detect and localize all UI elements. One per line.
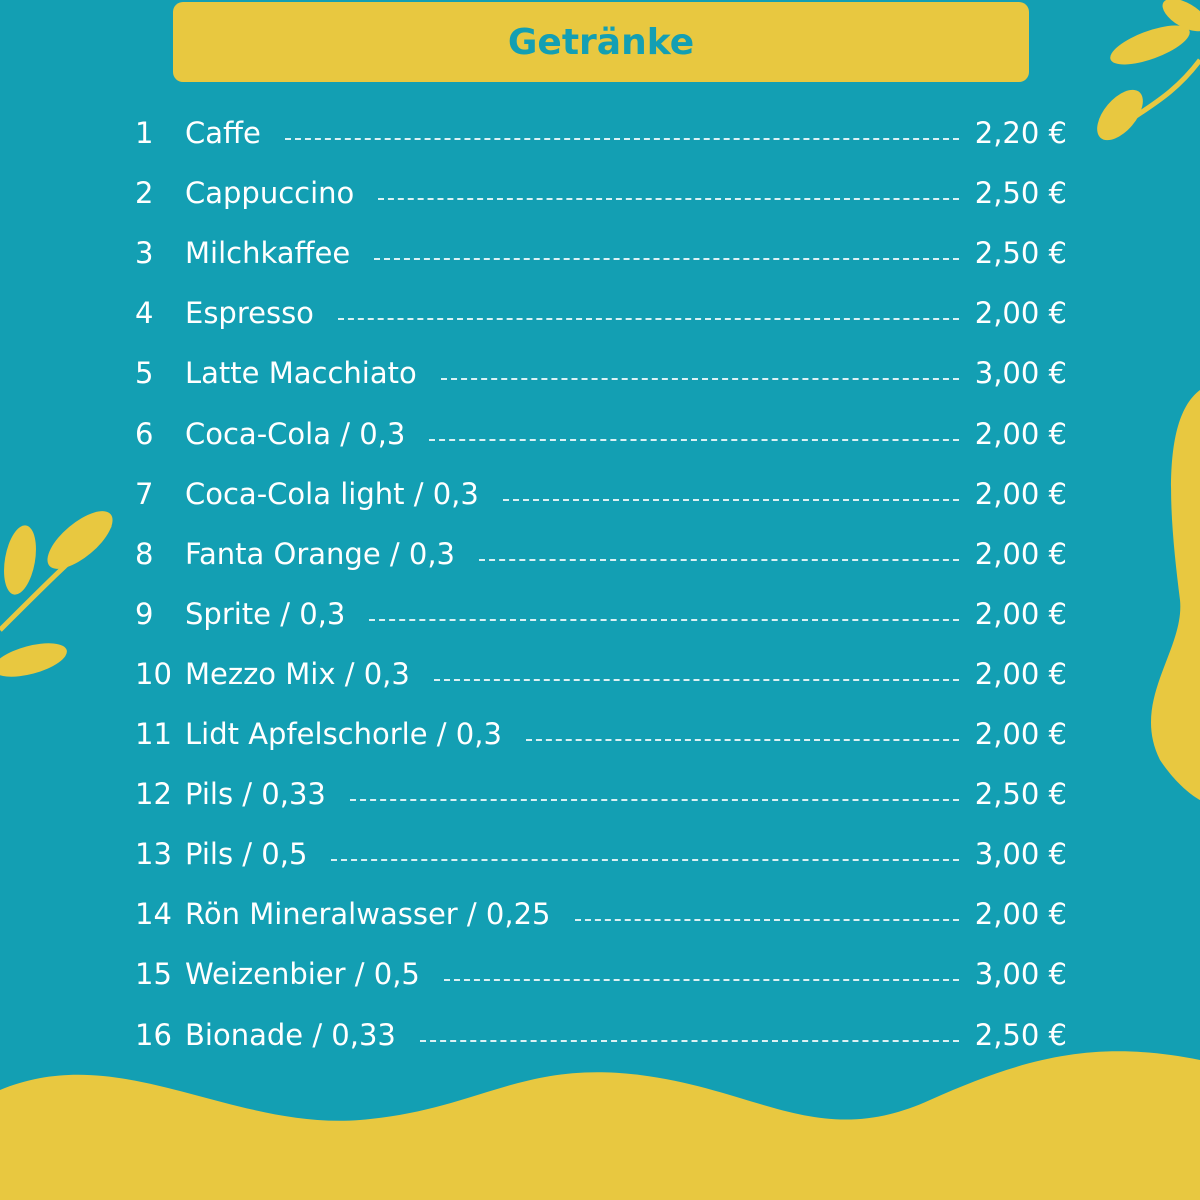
menu-item: 4 Espresso 2,00 € [135, 291, 1067, 335]
leader-dots [284, 138, 959, 140]
menu-item: 2 Cappuccino 2,50 € [135, 171, 1067, 215]
item-name: Cappuccino [185, 176, 355, 211]
item-name: Espresso [185, 296, 314, 331]
item-price: 2,50 € [974, 236, 1067, 271]
item-name: Coca-Cola light / 0,3 [185, 476, 479, 511]
item-number: 6 [135, 416, 154, 451]
item-number: 1 [135, 116, 154, 150]
item-price: 2,50 € [974, 176, 1067, 211]
item-name: Coca-Cola / 0,3 [185, 416, 406, 451]
item-price: 2,00 € [974, 416, 1067, 451]
item-price: 2,00 € [974, 536, 1067, 571]
item-number: 8 [135, 536, 154, 571]
leader-dots [502, 498, 959, 501]
leader-dots [419, 1039, 959, 1042]
title: Getränke [507, 21, 695, 63]
item-number: 3 [135, 236, 154, 271]
item-name: Caffe [185, 116, 261, 150]
item-number: 9 [135, 596, 154, 631]
item-number: 2 [135, 176, 154, 211]
item-name: Rön Mineralwasser / 0,25 [185, 897, 551, 932]
item-number: 16 [135, 1017, 172, 1052]
item-number: 7 [135, 476, 154, 511]
menu-item: 8 Fanta Orange / 0,3 2,00 € [135, 532, 1067, 576]
leader-dots [337, 318, 959, 321]
item-name: Pils / 0,5 [185, 837, 308, 872]
menu-item: 14 Rön Mineralwasser / 0,25 2,00 € [135, 892, 1067, 936]
item-number: 12 [135, 777, 172, 812]
item-price: 2,00 € [974, 717, 1067, 751]
item-price: 2,00 € [974, 296, 1067, 331]
menu-item: 12 Pils / 0,33 2,50 € [135, 772, 1067, 816]
item-number: 15 [135, 957, 172, 992]
menu-item: 9 Sprite / 0,3 2,00 € [135, 592, 1067, 636]
leader-dots [331, 859, 959, 862]
item-price: 2,50 € [974, 1017, 1067, 1052]
item-price: 3,00 € [974, 957, 1067, 992]
item-number: 4 [135, 296, 154, 331]
leader-dots [374, 258, 959, 261]
item-name: Latte Macchiato [185, 356, 417, 391]
item-number: 14 [135, 897, 172, 932]
item-price: 2,50 € [974, 777, 1067, 812]
item-name: Milchkaffee [185, 236, 351, 271]
menu-item: 1 Caffe 2,20 € [135, 111, 1067, 155]
menu-item: 16 Bionade / 0,33 2,50 € [135, 1013, 1067, 1057]
item-price: 2,00 € [974, 656, 1067, 691]
leader-dots [574, 919, 959, 922]
menu-item: 3 Milchkaffee 2,50 € [135, 231, 1067, 275]
item-name: Pils / 0,33 [185, 777, 326, 812]
leader-dots [525, 739, 959, 741]
item-name: Fanta Orange / 0,3 [185, 536, 456, 571]
menu-item: 15 Weizenbier / 0,5 3,00 € [135, 952, 1067, 996]
item-name: Sprite / 0,3 [185, 596, 346, 631]
item-price: 3,00 € [974, 356, 1067, 391]
menu-item: 7 Coca-Cola light / 0,3 2,00 € [135, 472, 1067, 516]
menu-item: 13 Pils / 0,5 3,00 € [135, 832, 1067, 876]
menu-item: 11 Lidt Apfelschorle / 0,3 2,00 € [135, 712, 1067, 756]
menu-item: 5 Latte Macchiato 3,00 € [135, 351, 1067, 395]
item-number: 13 [135, 837, 172, 872]
item-name: Weizenbier / 0,5 [185, 957, 420, 992]
item-name: Bionade / 0,33 [185, 1017, 396, 1052]
leader-dots [378, 198, 959, 201]
title-banner: Getränke [173, 2, 1029, 82]
leader-dots [479, 558, 959, 561]
leader-dots [429, 438, 959, 441]
menu-item: 6 Coca-Cola / 0,3 2,00 € [135, 412, 1067, 456]
item-price: 2,00 € [974, 897, 1067, 932]
item-price: 2,00 € [974, 476, 1067, 511]
item-price: 3,00 € [974, 837, 1067, 872]
leader-dots [433, 678, 959, 681]
leader-dots [369, 618, 959, 621]
item-number: 11 [135, 717, 172, 751]
item-name: Mezzo Mix / 0,3 [185, 656, 410, 691]
leader-dots [349, 799, 959, 802]
leader-dots [443, 979, 959, 982]
menu-item: 10 Mezzo Mix / 0,3 2,00 € [135, 652, 1067, 696]
item-price: 2,00 € [974, 596, 1067, 631]
item-price: 2,20 € [974, 116, 1067, 150]
leader-dots [440, 378, 959, 381]
item-number: 10 [135, 656, 172, 691]
item-number: 5 [135, 356, 154, 391]
item-name: Lidt Apfelschorle / 0,3 [185, 717, 502, 751]
